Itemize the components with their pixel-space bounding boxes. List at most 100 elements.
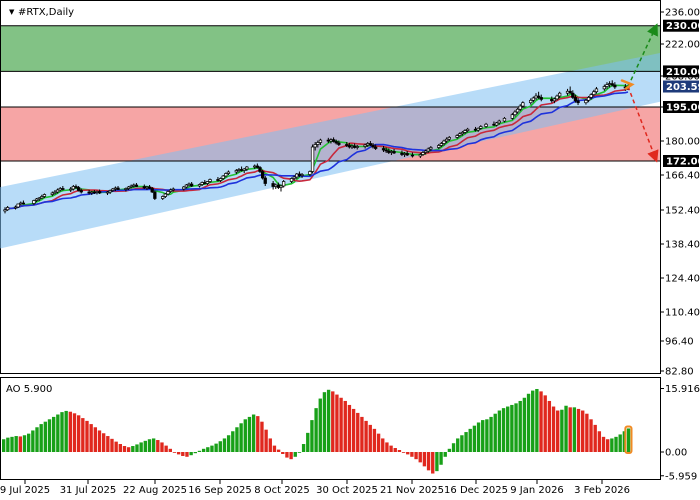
ao-bar: [576, 408, 581, 452]
candle: [163, 193, 168, 198]
candle: [16, 203, 20, 208]
candle: [463, 129, 467, 135]
ao-bar: [239, 423, 243, 452]
candle-body: [69, 188, 73, 191]
ao-bar: [522, 397, 527, 452]
candle: [586, 96, 591, 103]
candle-body: [163, 193, 168, 197]
candle-body: [473, 128, 478, 131]
ao-bar: [6, 437, 10, 452]
candle: [279, 184, 283, 192]
candle-body: [550, 99, 554, 102]
candle-body: [253, 165, 257, 168]
candle: [610, 80, 614, 87]
candle: [260, 170, 265, 180]
candle-body: [429, 147, 433, 150]
candle: [573, 94, 578, 103]
candle-body: [350, 145, 354, 148]
candle: [539, 94, 543, 102]
ao-bar: [47, 419, 52, 452]
candle: [442, 139, 446, 146]
ao-bar: [110, 438, 114, 452]
candle-body: [124, 188, 128, 190]
candle: [124, 187, 128, 192]
candle: [584, 98, 588, 105]
ao-bar: [243, 419, 247, 452]
ao-bar: [114, 441, 118, 452]
candle: [255, 163, 260, 169]
candle: [263, 176, 267, 186]
candle-body: [442, 140, 446, 144]
ao-bar: [106, 436, 110, 452]
ao-bar: [197, 450, 202, 452]
candle-body: [297, 173, 302, 176]
y-tick-label: 236.00: [665, 8, 700, 19]
candle-body: [329, 139, 333, 142]
level-badge-label: 210.00: [666, 67, 700, 78]
candle-body: [337, 142, 341, 145]
candle-body: [234, 170, 238, 173]
ao-bar: [31, 430, 35, 452]
ao-bar: [364, 420, 368, 452]
candle-body: [607, 83, 612, 85]
candle: [605, 82, 609, 89]
ao-bar: [322, 392, 327, 452]
ao-bar: [435, 452, 439, 472]
ao-bar: [39, 424, 43, 452]
candle: [3, 207, 7, 214]
candle: [184, 184, 189, 189]
x-tick-label: 9 Jul 2025: [0, 485, 50, 496]
candle-body: [613, 84, 617, 88]
candle: [129, 184, 133, 189]
candle: [171, 187, 175, 192]
ao-bar: [331, 391, 335, 452]
ao-bar: [231, 431, 235, 452]
candle: [5, 206, 10, 211]
candle-body: [479, 126, 483, 129]
candle-body: [147, 186, 152, 189]
ao-bar: [431, 452, 435, 474]
candle-body: [42, 194, 47, 197]
ao-bar: [389, 445, 393, 452]
y-tick-label: 82.80: [665, 367, 694, 378]
candle: [458, 132, 462, 137]
level-badge: [663, 65, 699, 78]
candle-body: [126, 186, 131, 189]
ao-bar: [101, 433, 106, 452]
ao-bar: [147, 439, 152, 452]
ao-bar: [518, 400, 522, 452]
ao-bar: [93, 427, 98, 452]
candle-body: [571, 92, 575, 98]
ao-bar: [14, 436, 18, 452]
candle-body: [292, 176, 296, 179]
candle-body: [592, 91, 596, 95]
candle: [300, 173, 304, 178]
ao-bar: [264, 429, 268, 452]
candle-body: [458, 133, 462, 136]
ao-bar: [326, 389, 331, 452]
candle-body: [384, 149, 388, 152]
candle: [558, 91, 562, 98]
ao-bar: [610, 438, 614, 452]
candle: [147, 185, 152, 189]
candle: [331, 137, 336, 143]
candle-body: [334, 141, 338, 144]
candle-body: [584, 99, 588, 104]
candle-body: [224, 173, 228, 177]
ao-tick-label: 0.00: [665, 448, 687, 459]
candle: [373, 144, 378, 150]
candle-body: [484, 123, 488, 127]
candle: [218, 177, 223, 182]
candle: [384, 147, 388, 153]
candle-body: [226, 171, 231, 174]
candle: [437, 144, 441, 149]
candle: [318, 138, 323, 145]
candle: [134, 183, 139, 187]
candle-body: [392, 151, 396, 154]
candle-body: [400, 152, 404, 155]
last-bar-marker: [620, 79, 635, 90]
candle-body: [79, 190, 83, 193]
candle-body: [37, 197, 41, 200]
candle: [594, 86, 599, 94]
